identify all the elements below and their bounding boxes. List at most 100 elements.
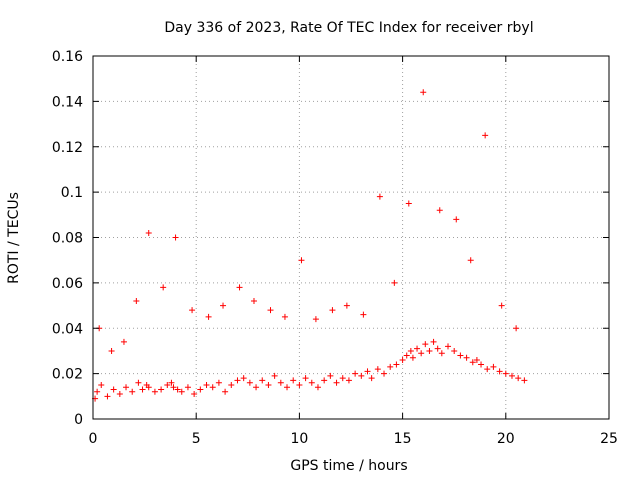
data-point xyxy=(457,352,464,359)
data-point xyxy=(240,375,247,382)
chart-title: Day 336 of 2023, Rate Of TEC Index for r… xyxy=(164,20,533,36)
data-point xyxy=(145,229,152,236)
y-tick-label: 0.1 xyxy=(61,185,83,201)
data-point xyxy=(271,372,278,379)
data-point xyxy=(267,307,274,314)
data-point xyxy=(222,388,229,395)
data-point xyxy=(170,384,177,391)
data-point xyxy=(265,381,272,388)
x-tick-label: 5 xyxy=(192,431,201,447)
plot-frame xyxy=(92,55,610,420)
data-point xyxy=(434,345,441,352)
data-point xyxy=(133,298,140,305)
data-point xyxy=(209,384,216,391)
data-point xyxy=(422,341,429,348)
data-point xyxy=(496,368,503,375)
data-point xyxy=(253,384,260,391)
y-tick-label: 0.08 xyxy=(52,231,83,247)
y-tick-labels: 0 0.02 0.04 0.06 0.08 0.1 0.12 0.14 0.16 xyxy=(52,49,83,428)
data-point xyxy=(498,302,505,309)
data-point xyxy=(420,89,427,96)
data-point xyxy=(430,338,437,345)
x-tick-label: 20 xyxy=(497,431,515,447)
data-point xyxy=(376,193,383,200)
data-point xyxy=(407,347,414,354)
data-point xyxy=(327,372,334,379)
data-point xyxy=(436,207,443,214)
data-point xyxy=(184,384,191,391)
data-point xyxy=(393,361,400,368)
data-point xyxy=(515,375,522,382)
data-point xyxy=(360,311,367,318)
data-point xyxy=(158,386,165,393)
data-point xyxy=(135,379,142,386)
data-point xyxy=(387,363,394,370)
data-point xyxy=(250,298,257,305)
data-point xyxy=(129,388,136,395)
data-point xyxy=(467,257,474,264)
data-point xyxy=(312,316,319,323)
x-tick-label: 0 xyxy=(89,431,98,447)
data-point xyxy=(296,381,303,388)
data-point xyxy=(453,216,460,223)
data-point xyxy=(502,370,509,377)
data-point xyxy=(246,379,253,386)
data-point xyxy=(409,354,416,361)
data-point xyxy=(108,347,115,354)
data-point xyxy=(399,357,406,364)
data-point xyxy=(358,372,365,379)
data-point xyxy=(234,377,241,384)
data-point xyxy=(290,377,297,384)
axis-ticks xyxy=(92,55,610,420)
data-point xyxy=(308,379,315,386)
data-point xyxy=(381,370,388,377)
data-point xyxy=(374,366,381,373)
data-point xyxy=(120,338,127,345)
data-point xyxy=(168,379,175,386)
grid-lines xyxy=(93,56,609,419)
x-tick-label: 25 xyxy=(600,431,618,447)
data-point xyxy=(160,284,167,291)
y-tick-label: 0.16 xyxy=(52,49,83,65)
data-point xyxy=(345,377,352,384)
data-point xyxy=(418,350,425,357)
y-tick-label: 0.04 xyxy=(52,321,83,337)
data-point xyxy=(172,234,179,241)
data-point xyxy=(197,386,204,393)
data-point xyxy=(508,372,515,379)
data-point xyxy=(405,200,412,207)
data-point xyxy=(451,347,458,354)
data-point xyxy=(174,386,181,393)
data-points xyxy=(92,89,528,402)
data-point xyxy=(191,391,198,398)
data-point xyxy=(463,354,470,361)
data-point xyxy=(178,388,185,395)
data-point xyxy=(482,132,489,139)
data-point xyxy=(339,375,346,382)
y-axis-label: ROTI / TECUs xyxy=(6,192,22,284)
data-point xyxy=(513,325,520,332)
data-point xyxy=(333,379,340,386)
data-point xyxy=(236,284,243,291)
data-point xyxy=(343,302,350,309)
data-point xyxy=(426,347,433,354)
data-point xyxy=(220,302,227,309)
data-point xyxy=(414,345,421,352)
data-point xyxy=(368,375,375,382)
data-point xyxy=(94,388,101,395)
data-point xyxy=(205,313,212,320)
data-point xyxy=(151,388,158,395)
data-point xyxy=(352,370,359,377)
data-point xyxy=(164,381,171,388)
data-point xyxy=(203,381,210,388)
data-point xyxy=(364,368,371,375)
data-point xyxy=(469,359,476,366)
data-point xyxy=(259,377,266,384)
data-point xyxy=(391,279,398,286)
data-point xyxy=(284,384,291,391)
data-point xyxy=(277,379,284,386)
data-point xyxy=(484,366,491,373)
x-axis-label: GPS time / hours xyxy=(290,458,407,474)
data-point xyxy=(329,307,336,314)
